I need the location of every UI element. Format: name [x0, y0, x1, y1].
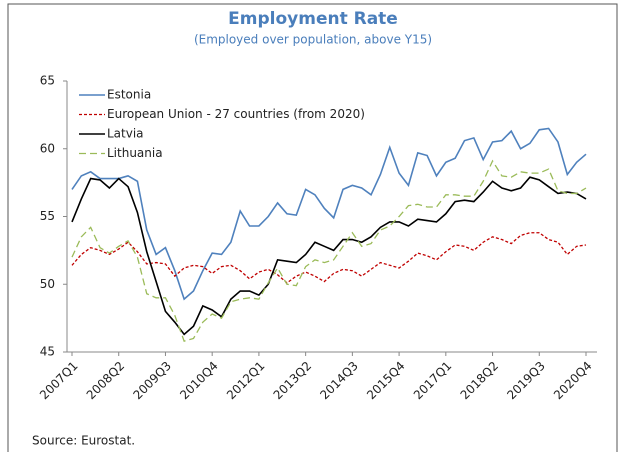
- y-tick-label: 55: [40, 209, 55, 223]
- chart-subtitle: (Employed over population, above Y15): [194, 33, 432, 47]
- y-tick-label: 65: [40, 74, 55, 88]
- line-series: [71, 159, 587, 342]
- y-tick-label: 50: [40, 277, 55, 291]
- source-note: Source: Eurostat.: [32, 434, 135, 448]
- line-series: [71, 232, 587, 284]
- x-tick-label: 2018Q2: [458, 359, 502, 403]
- legend-label: European Union - 27 countries (from 2020…: [107, 107, 365, 121]
- line-series: [71, 176, 587, 336]
- y-tick-label: 60: [40, 141, 55, 155]
- x-tick-label: 2009Q3: [130, 359, 174, 403]
- legend-label: Estonia: [107, 88, 151, 102]
- line-series: [71, 127, 587, 301]
- legend-label: Lithuania: [107, 146, 163, 160]
- chart-title: Employment Rate: [228, 9, 398, 29]
- x-tick-label: 2014Q3: [317, 359, 361, 403]
- x-tick-label: 2008Q2: [84, 359, 128, 403]
- y-tick-label: 45: [40, 345, 55, 359]
- x-tick-label: 2010Q4: [177, 359, 221, 403]
- x-tick-label: 2017Q1: [411, 359, 455, 403]
- x-tick-label: 2015Q4: [364, 359, 408, 403]
- x-tick-label: 2019Q3: [504, 359, 548, 403]
- x-tick-label: 2007Q1: [37, 359, 81, 403]
- x-tick-label: 2020Q4: [551, 359, 595, 403]
- chart-frame: [7, 3, 618, 452]
- legend-label: Latvia: [107, 127, 144, 141]
- x-tick-label: 2012Q1: [224, 359, 268, 403]
- x-tick-label: 2013Q2: [271, 359, 315, 403]
